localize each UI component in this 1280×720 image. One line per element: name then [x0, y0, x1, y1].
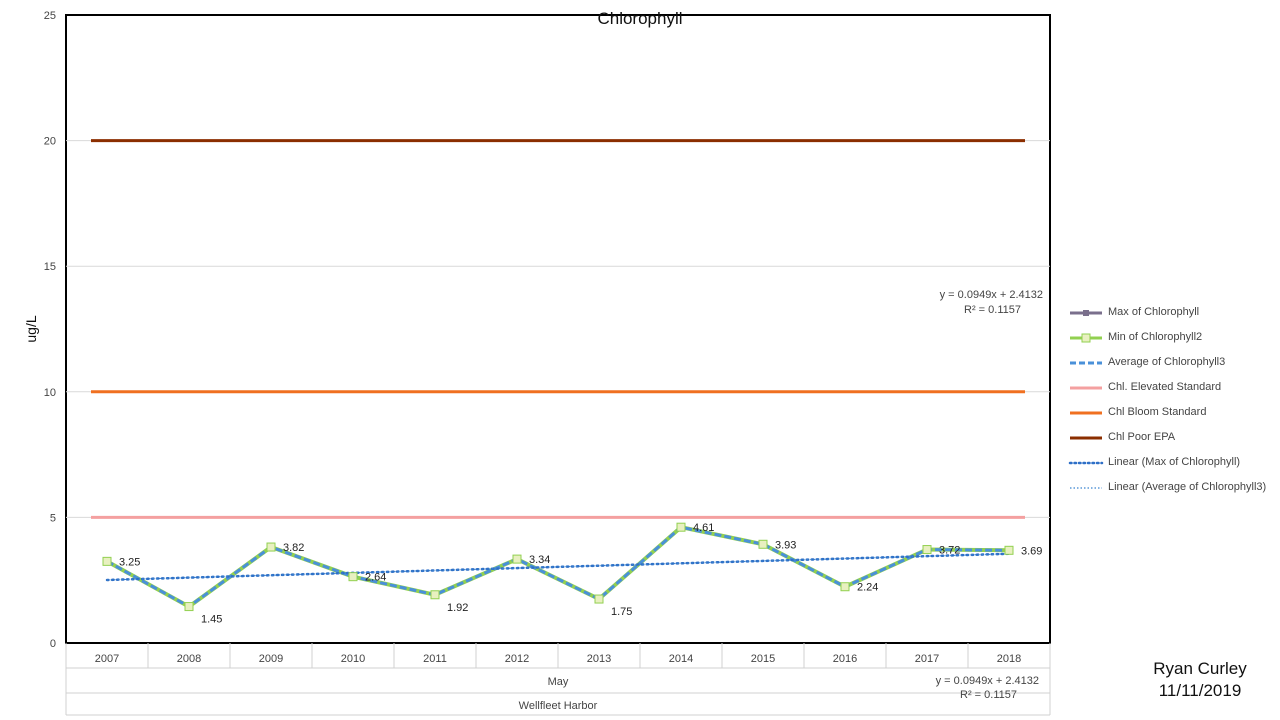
- y-tick-label-15: 15: [44, 261, 56, 273]
- x-tick-label-2011: 2011: [423, 653, 447, 665]
- trend-r2-upper: R² = 0.1157: [964, 304, 1021, 316]
- data-label-2008: 1.45: [201, 614, 222, 626]
- marker-2012: [512, 554, 522, 564]
- x-axis: 2007 2008 2009 2010 2011 2012 2013 2014 2015 2016…: [95, 643, 1021, 668]
- x-tick-label-2015: 2015: [751, 653, 775, 665]
- x-tick-label-2014: 2014: [669, 653, 693, 665]
- x-tick-label-2008: 2008: [177, 653, 201, 665]
- signature: Ryan Curley 11/11/2019: [1140, 658, 1260, 702]
- legend-swatch-min: [1070, 333, 1102, 343]
- y-tick-label-5: 5: [50, 512, 56, 524]
- plot-area: [65, 14, 1051, 644]
- legend-item-max: Max of Chlorophyll: [1068, 305, 1278, 330]
- x-tick-label-2012: 2012: [505, 653, 529, 665]
- legend-item-poor-epa: Chl Poor EPA: [1068, 430, 1278, 455]
- legend-swatch-linear-average: [1070, 487, 1102, 489]
- author-name: Ryan Curley: [1153, 659, 1247, 678]
- legend-item-min: Min of Chlorophyll2: [1068, 330, 1278, 355]
- marker-2018: [1004, 545, 1014, 555]
- x-tick-label-2009: 2009: [259, 653, 283, 665]
- legend-swatch-max: [1070, 310, 1102, 316]
- marker-2008: [184, 602, 194, 612]
- legend-item-bloom: Chl Bloom Standard: [1068, 405, 1278, 430]
- data-label-2017: 3.72: [939, 545, 960, 557]
- legend-item-average: Average of Chlorophyll3: [1068, 355, 1278, 380]
- legend-label-bloom: Chl Bloom Standard: [1108, 406, 1207, 418]
- legend-item-linear-max: Linear (Max of Chlorophyll): [1068, 455, 1278, 480]
- marker-2017: [922, 545, 932, 555]
- marker-2009: [266, 542, 276, 552]
- legend-item-elevated: Chl. Elevated Standard: [1068, 380, 1278, 405]
- x-group-label-month: May: [548, 676, 569, 688]
- legend: Max of Chlorophyll Min of Chlorophyll2 A…: [1068, 305, 1278, 505]
- legend-item-linear-average: Linear (Average of Chlorophyll3): [1068, 480, 1278, 505]
- data-label-2009: 3.82: [283, 542, 304, 554]
- series-layer: [91, 139, 1025, 609]
- x-tick-label-2017: 2017: [915, 653, 939, 665]
- x-tick-label-2016: 2016: [833, 653, 857, 665]
- marker-2013: [594, 594, 604, 604]
- trendline-layer: [105, 552, 1011, 582]
- legend-label-linear-max: Linear (Max of Chlorophyll): [1108, 456, 1241, 468]
- data-label-2010: 2.64: [365, 572, 386, 584]
- data-label-2014: 4.61: [693, 522, 714, 534]
- y-tick-label-10: 10: [44, 387, 56, 399]
- legend-swatch-elevated: [1070, 386, 1102, 390]
- markers-layer: [102, 522, 1014, 612]
- legend-swatch-bloom: [1070, 411, 1102, 415]
- data-label-2012: 3.34: [529, 554, 550, 566]
- marker-2007: [102, 556, 112, 566]
- x-tick-label-2010: 2010: [341, 653, 365, 665]
- data-label-2016: 2.24: [857, 582, 878, 594]
- y-axis: 0 5 10 15 20 25: [44, 10, 56, 650]
- legend-swatch-poor-epa: [1070, 436, 1102, 440]
- legend-label-elevated: Chl. Elevated Standard: [1108, 381, 1222, 393]
- marker-2010: [348, 572, 358, 582]
- chart-title: Chlorophyll: [597, 9, 682, 28]
- data-label-2018: 3.69: [1021, 545, 1042, 557]
- legend-swatch-average: [1070, 361, 1102, 365]
- x-tick-label-2013: 2013: [587, 653, 611, 665]
- legend-label-average: Average of Chlorophyll3: [1108, 356, 1226, 368]
- trend-r2-lower: R² = 0.1157: [960, 689, 1017, 701]
- series-line-average: [106, 525, 1010, 609]
- y-tick-label-0: 0: [50, 638, 56, 650]
- legend-label-min: Min of Chlorophyll2: [1108, 331, 1203, 343]
- trend-equation-lower: y = 0.0949x + 2.4132: [936, 675, 1039, 687]
- data-label-2007: 3.25: [119, 556, 140, 568]
- x-tick-label-2018: 2018: [997, 653, 1021, 665]
- data-label-2015: 3.93: [775, 539, 796, 551]
- legend-swatch-linear-max: [1068, 461, 1104, 465]
- y-tick-label-20: 20: [44, 136, 56, 148]
- marker-2011: [430, 590, 440, 600]
- x-tick-label-2007: 2007: [95, 653, 119, 665]
- signature-date: 11/11/2019: [1158, 681, 1242, 700]
- legend-label-max: Max of Chlorophyll: [1108, 306, 1200, 318]
- y-tick-label-25: 25: [44, 10, 56, 22]
- data-labels-layer: 3.25 1.45 3.82 2.64 1.92 3.34 1.75 4.61 3.93 2.24…: [119, 522, 1042, 625]
- marker-2015: [758, 539, 768, 549]
- marker-2016: [840, 582, 850, 592]
- legend-label-poor-epa: Chl Poor EPA: [1108, 431, 1176, 443]
- marker-2014: [676, 522, 686, 532]
- x-group-label-site: Wellfleet Harbor: [519, 700, 598, 712]
- y-axis-title: ug/L: [23, 315, 39, 342]
- trend-equation-upper: y = 0.0949x + 2.4132: [940, 289, 1043, 301]
- data-label-2013: 1.75: [611, 606, 632, 618]
- trendline-0: [105, 552, 1011, 582]
- legend-label-linear-average: Linear (Average of Chlorophyll3): [1108, 481, 1267, 493]
- data-label-2011: 1.92: [447, 602, 468, 614]
